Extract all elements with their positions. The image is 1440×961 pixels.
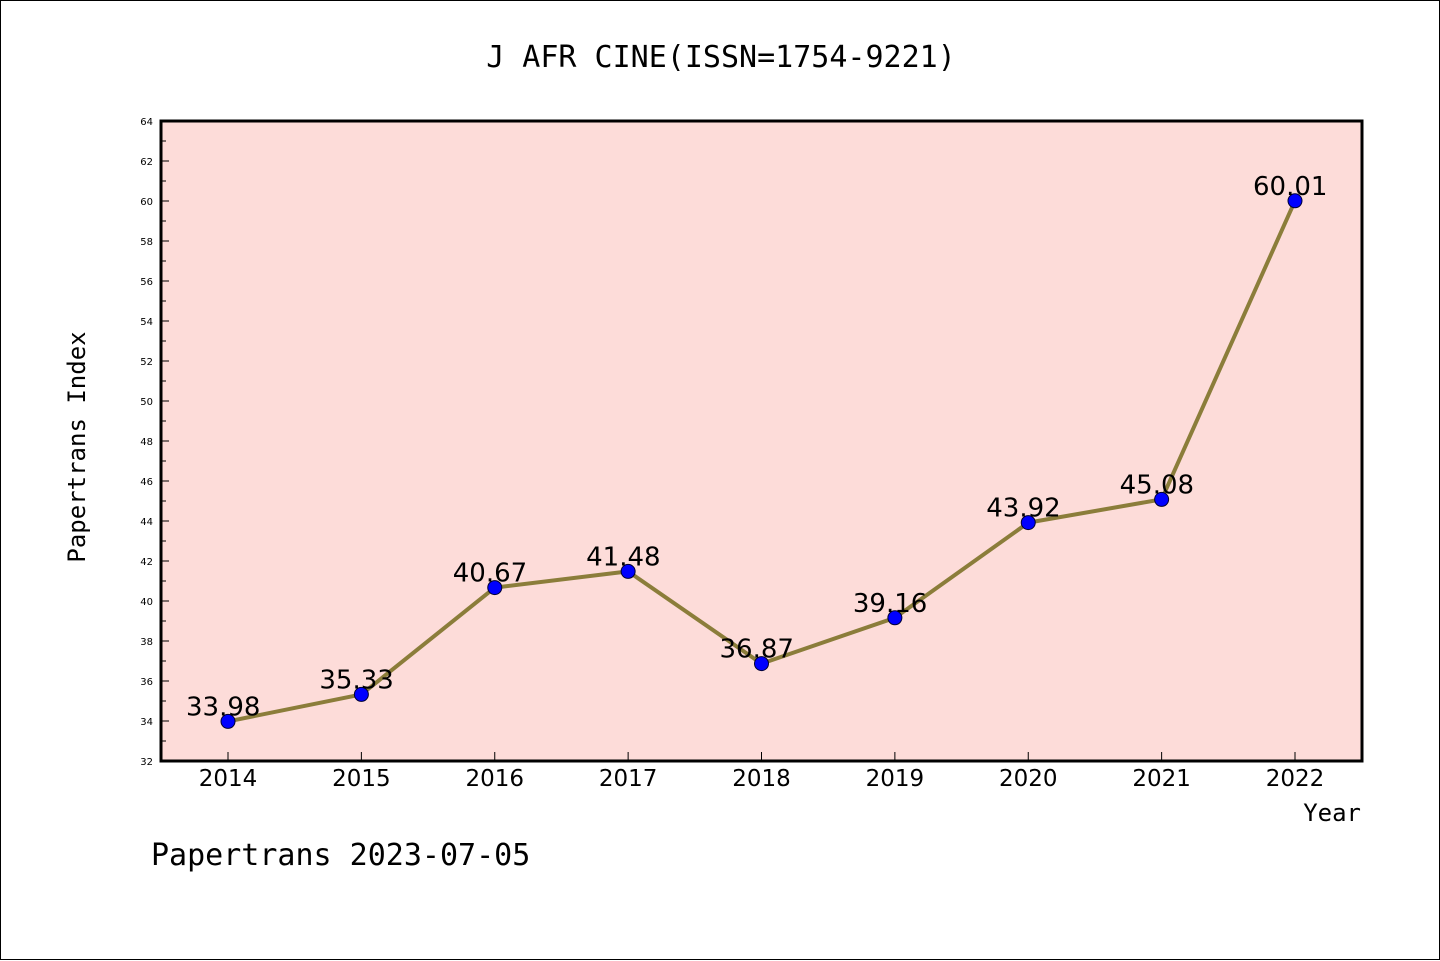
y-tick-label: 56 [140,277,153,288]
data-label: 39.16 [853,589,927,619]
y-tick-label: 38 [140,637,153,648]
y-tick-label: 60 [140,197,153,208]
data-labels-group: 33.98 35.33 40.67 41.48 36.87 39.16 43.92 45.08… [186,172,1327,723]
plot-area [161,121,1362,761]
y-tick-label: 42 [140,557,153,568]
data-point-marker [887,610,903,626]
y-tick-label: 36 [140,677,153,688]
y-tick-label: 46 [140,477,153,488]
data-point-marker [1020,515,1036,531]
data-label: 33.98 [186,692,260,722]
data-label: 43.92 [986,494,1060,524]
data-label: 40.67 [453,559,527,589]
y-tick-label: 52 [140,357,153,368]
data-label: 60.01 [1253,172,1327,202]
x-tick-label: 2016 [465,766,524,792]
chart-title: J AFR CINE(ISSN=1754-9221) [486,40,956,75]
data-label: 36.87 [720,635,794,665]
series-line-group [220,193,1303,729]
y-tick-label: 62 [140,157,153,168]
y-tick-label: 50 [140,397,153,408]
y-axis-title: Papertrans Index [63,331,91,562]
x-tick-label: 2021 [1132,766,1191,792]
x-tick-label: 2022 [1266,766,1325,792]
y-tick-label: 40 [140,597,153,608]
x-axis-title: Year [1303,799,1361,827]
x-tick-label: 2020 [999,766,1058,792]
data-point-marker [220,713,236,729]
y-tick-label: 58 [140,237,153,248]
x-tick-label: 2014 [199,766,258,792]
y-tick-label: 44 [140,517,153,528]
x-axis: 2014 2015 2016 2017 2018 2019 2020 2021 2022 [199,752,1325,792]
data-label: 45.08 [1120,470,1194,500]
x-tick-label: 2019 [866,766,925,792]
data-point-marker [1154,491,1170,507]
footer-text: Papertrans 2023-07-05 [151,838,530,873]
x-tick-label: 2015 [332,766,391,792]
data-point-marker [620,563,636,579]
data-label: 35.33 [319,665,393,695]
plot-border [159,119,1364,763]
data-point-marker [754,656,769,672]
data-label: 41.48 [586,542,660,572]
data-point-marker [487,580,503,596]
data-point-marker [1287,193,1303,209]
y-tick-label: 32 [140,757,153,768]
x-tick-label: 2018 [732,766,791,792]
y-tick-label: 34 [140,717,153,728]
data-point-marker [353,686,369,702]
x-tick-label: 2017 [599,766,658,792]
y-tick-label: 54 [140,317,153,328]
y-tick-label: 64 [140,117,153,128]
y-tick-label: 48 [140,437,153,448]
